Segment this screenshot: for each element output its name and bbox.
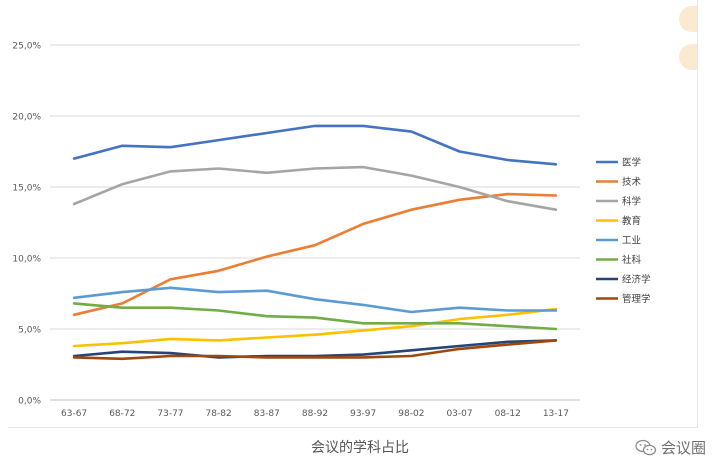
chart-caption: 会议的学科占比 — [311, 440, 409, 456]
legend-label: 社科 — [622, 254, 642, 266]
series-line — [72, 302, 558, 331]
wechat-icon — [635, 439, 657, 455]
line-chart: 0,0% 5,0% 10,0% 15,0% 20,0% 25,0% 63-67 68-72 73… — [12, 42, 651, 420]
x-tick-label: 88-92 — [302, 409, 328, 419]
x-tick-label: 98-02 — [398, 409, 424, 419]
decorative-tab — [679, 44, 697, 70]
legend-label: 教育 — [622, 215, 641, 227]
y-tick-label: 15,0% — [12, 184, 41, 194]
series-line — [72, 339, 558, 359]
y-tick-label: 0,0% — [18, 397, 41, 407]
legend-label: 经济学 — [622, 274, 651, 286]
series-lines — [72, 124, 558, 361]
series-line — [72, 165, 558, 211]
legend-label: 科学 — [622, 196, 641, 208]
watermark: 会议圈 — [635, 437, 706, 458]
legend-label: 医学 — [622, 157, 641, 169]
y-tick-label: 10,0% — [12, 255, 41, 265]
decorative-tab — [679, 6, 697, 32]
x-tick-label: 68-72 — [109, 409, 135, 419]
legend-label: 管理学 — [622, 293, 651, 305]
y-tick-label: 5,0% — [18, 326, 41, 336]
axis-ticks: 0,0% 5,0% 10,0% 15,0% 20,0% 25,0% 63-67 68-72 73… — [12, 42, 569, 420]
x-tick-label: 08-12 — [495, 409, 521, 419]
x-tick-label: 13-17 — [543, 409, 569, 419]
series-line — [72, 339, 558, 361]
series-line — [72, 192, 558, 317]
y-tick-label: 20,0% — [12, 113, 41, 123]
x-tick-label: 03-07 — [446, 409, 472, 419]
x-tick-label: 78-82 — [206, 409, 232, 419]
x-tick-label: 83-87 — [254, 409, 280, 419]
y-tick-label: 25,0% — [12, 42, 41, 52]
watermark-text: 会议圈 — [660, 439, 706, 457]
x-tick-label: 93-97 — [350, 409, 376, 419]
series-line — [72, 307, 558, 348]
legend-label: 技术 — [622, 176, 642, 188]
x-tick-label: 73-77 — [157, 409, 183, 419]
legend-label: 工业 — [622, 236, 641, 247]
series-line — [72, 286, 558, 314]
series-line — [72, 124, 558, 166]
gridlines — [50, 44, 580, 401]
x-tick-label: 63-67 — [61, 409, 87, 419]
